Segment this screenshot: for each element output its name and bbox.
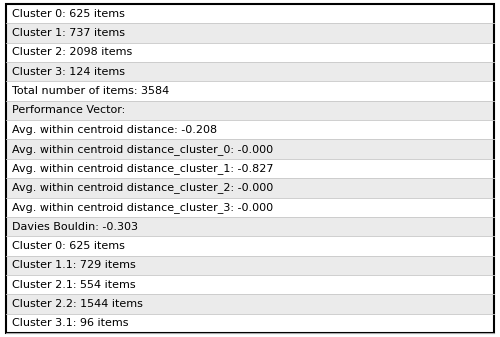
Bar [6,178,494,197]
Bar [6,294,494,314]
Text: Davies Bouldin: -0.303: Davies Bouldin: -0.303 [12,221,138,232]
Bar [6,314,494,333]
Text: Avg. within centroid distance_cluster_1: -0.827: Avg. within centroid distance_cluster_1:… [12,163,274,174]
Bar [6,197,494,217]
Text: Total number of items: 3584: Total number of items: 3584 [12,86,169,96]
Bar [6,101,494,120]
Bar [6,62,494,82]
Bar [6,43,494,62]
Text: Cluster 2.1: 554 items: Cluster 2.1: 554 items [12,280,136,289]
Text: Cluster 3: 124 items: Cluster 3: 124 items [12,67,125,77]
Text: Cluster 3.1: 96 items: Cluster 3.1: 96 items [12,318,128,328]
Text: Cluster 2.2: 1544 items: Cluster 2.2: 1544 items [12,299,143,309]
Text: Avg. within centroid distance: -0.208: Avg. within centroid distance: -0.208 [12,125,217,135]
Bar [6,82,494,101]
Bar [6,120,494,140]
Bar [6,159,494,178]
Text: Avg. within centroid distance_cluster_0: -0.000: Avg. within centroid distance_cluster_0:… [12,144,273,155]
Text: Cluster 1.1: 729 items: Cluster 1.1: 729 items [12,260,136,270]
Text: Avg. within centroid distance_cluster_2: -0.000: Avg. within centroid distance_cluster_2:… [12,182,273,193]
Text: Cluster 1: 737 items: Cluster 1: 737 items [12,28,125,38]
Bar [6,4,494,23]
Bar [6,275,494,294]
Text: Avg. within centroid distance_cluster_3: -0.000: Avg. within centroid distance_cluster_3:… [12,202,273,213]
Bar [6,217,494,236]
Text: Cluster 2: 2098 items: Cluster 2: 2098 items [12,48,132,57]
Text: Cluster 0: 625 items: Cluster 0: 625 items [12,241,125,251]
Text: Performance Vector:: Performance Vector: [12,105,125,116]
Bar [6,255,494,275]
Bar [6,236,494,255]
Bar [6,140,494,159]
Text: Cluster 0: 625 items: Cluster 0: 625 items [12,9,125,19]
Bar [6,23,494,43]
